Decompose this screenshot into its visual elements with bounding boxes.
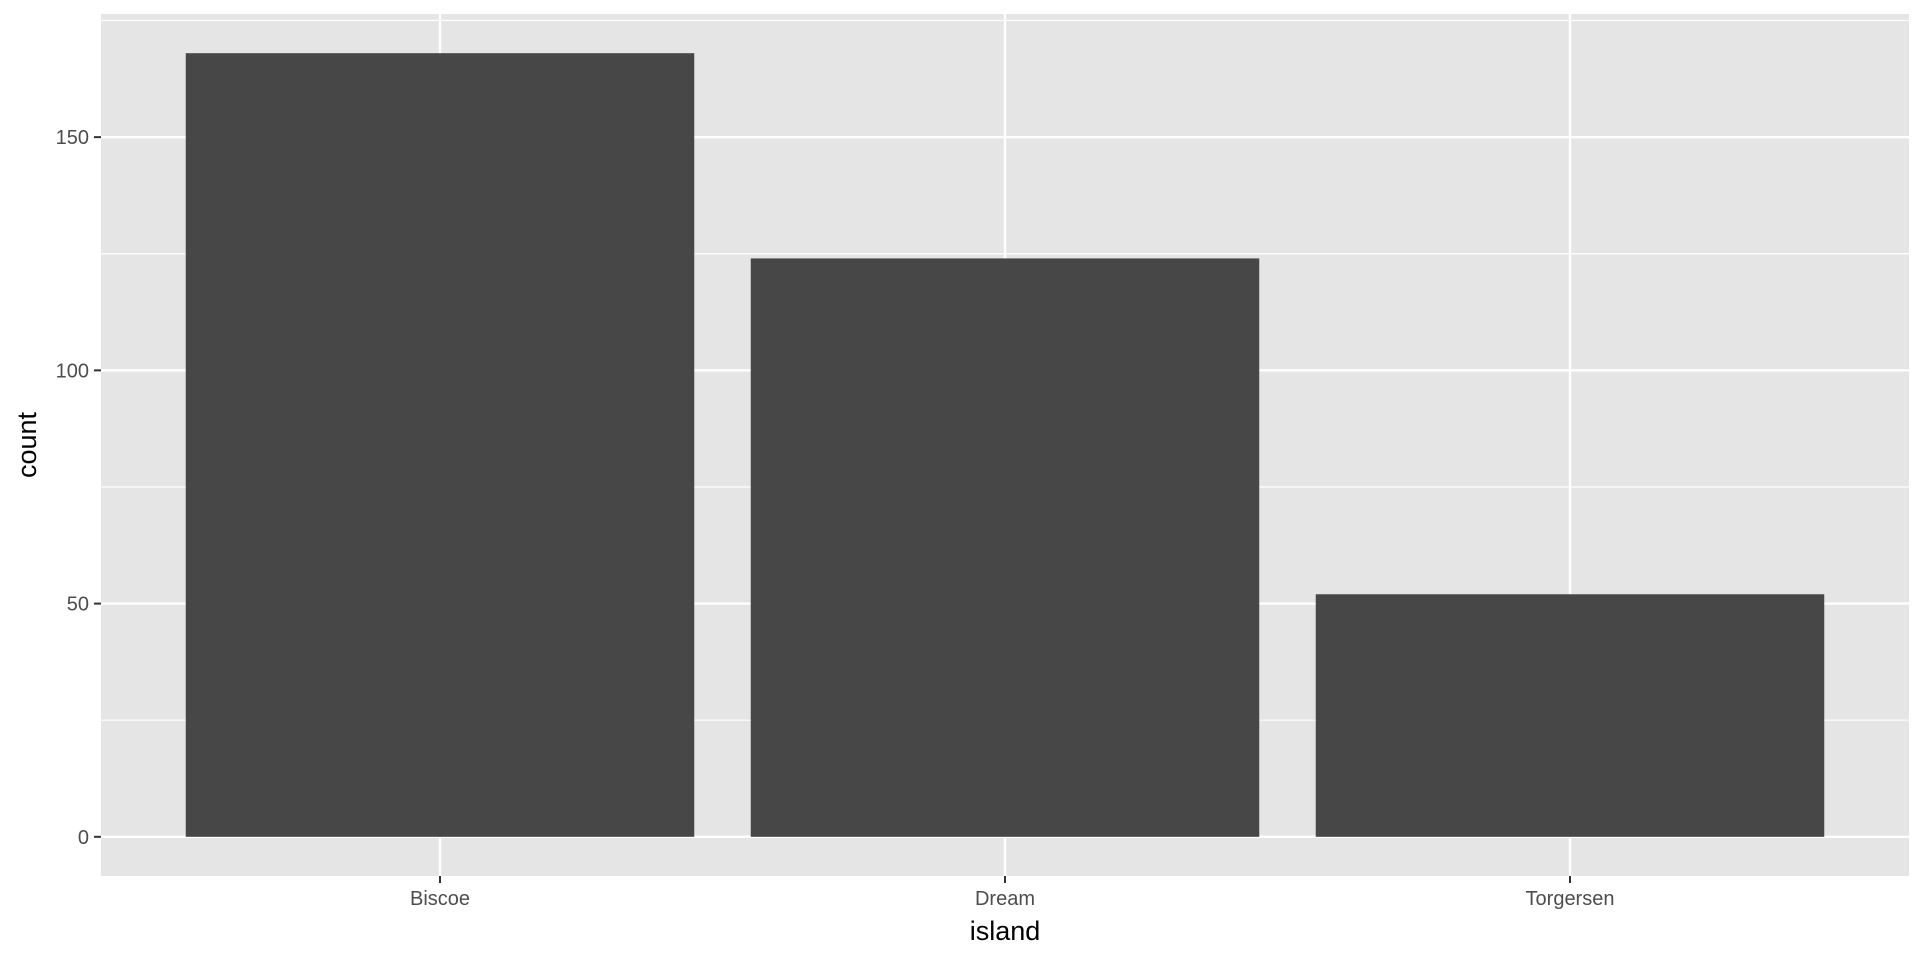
bar-torgersen	[1315, 594, 1825, 837]
y-axis: 0 50 100 150	[56, 127, 101, 849]
y-tick-label: 100	[56, 360, 89, 382]
x-tick-label: Biscoe	[410, 888, 470, 910]
bar-biscoe	[185, 53, 695, 837]
x-tick-label: Torgersen	[1526, 888, 1615, 910]
y-tick-label: 50	[67, 594, 89, 616]
x-axis: Biscoe Dream Torgersen	[410, 876, 1614, 910]
x-tick-label: Dream	[975, 888, 1035, 910]
y-tick-label: 0	[78, 827, 89, 849]
bars	[185, 53, 1825, 837]
bar-dream	[750, 258, 1260, 837]
y-tick-label: 150	[56, 127, 89, 149]
y-axis-title: count	[12, 411, 42, 478]
x-axis-title: island	[970, 916, 1041, 946]
